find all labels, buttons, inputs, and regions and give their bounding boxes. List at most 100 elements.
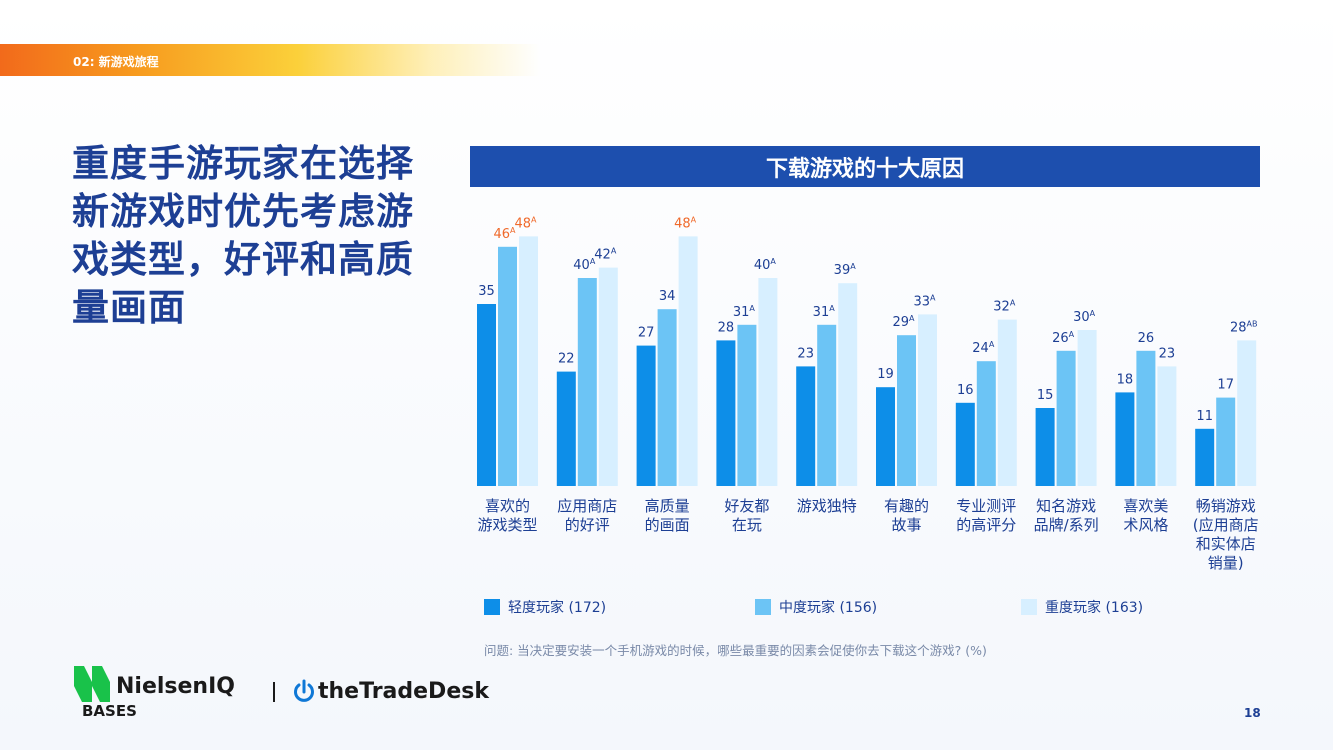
data-label-heavy-8: 23 bbox=[1159, 346, 1176, 361]
data-label-heavy-5: 33A bbox=[913, 293, 936, 309]
data-label-medium-7: 26A bbox=[1052, 330, 1075, 346]
legend-item-heavy: 重度玩家 (163) bbox=[1021, 597, 1143, 617]
bar-light-4 bbox=[796, 366, 816, 486]
data-label-light-2: 27 bbox=[638, 326, 655, 341]
data-label-light-8: 18 bbox=[1117, 372, 1134, 387]
data-label-heavy-1: 42A bbox=[594, 247, 617, 263]
bar-medium-5 bbox=[897, 335, 916, 486]
data-label-light-5: 19 bbox=[877, 367, 894, 382]
logo-divider bbox=[273, 682, 275, 702]
category-label-7-0: 知名游戏 bbox=[1036, 497, 1096, 515]
legend-item-medium: 中度玩家 (156) bbox=[755, 597, 877, 617]
nielseniq-mark-icon bbox=[74, 666, 110, 702]
legend-label-heavy: 重度玩家 (163) bbox=[1045, 600, 1144, 616]
data-label-medium-3: 31A bbox=[733, 304, 756, 320]
legend-item-light: 轻度玩家 (172) bbox=[484, 597, 606, 617]
category-label-4-0: 游戏独特 bbox=[797, 497, 857, 515]
category-label-8-1: 术风格 bbox=[1123, 516, 1168, 534]
category-label-1-0: 应用商店 bbox=[557, 497, 617, 515]
category-label-6-1: 的高评分 bbox=[956, 516, 1016, 534]
bar-light-7 bbox=[1035, 408, 1055, 486]
category-label-2-1: 的画面 bbox=[645, 516, 690, 534]
bar-heavy-6 bbox=[997, 319, 1017, 486]
data-label-medium-5: 29A bbox=[892, 314, 915, 330]
tradedesk-power-icon bbox=[294, 679, 314, 702]
data-label-light-7: 15 bbox=[1037, 388, 1054, 403]
bar-medium-7 bbox=[1056, 350, 1076, 486]
chart-title-bar: 下载游戏的十大原因 bbox=[470, 146, 1260, 187]
data-label-light-6: 16 bbox=[957, 383, 974, 398]
bar-heavy-4 bbox=[838, 283, 858, 486]
category-label-0-1: 游戏类型 bbox=[477, 516, 537, 534]
data-label-light-4: 23 bbox=[797, 346, 814, 361]
category-label-1-1: 的好评 bbox=[565, 516, 610, 534]
data-label-heavy-0: 48A bbox=[514, 215, 537, 231]
page-headline: 重度手游玩家在选择新游戏时优先考虑游戏类型，好评和高质量画面 bbox=[72, 142, 414, 329]
category-label-9-1: (应用商店 bbox=[1193, 516, 1259, 534]
bar-medium-8 bbox=[1136, 350, 1156, 486]
bar-light-2 bbox=[636, 345, 656, 486]
bar-light-3 bbox=[716, 340, 736, 486]
category-label-5-1: 故事 bbox=[891, 516, 921, 534]
bar-heavy-5 bbox=[918, 314, 937, 486]
bar-light-5 bbox=[876, 387, 895, 486]
bar-heavy-0 bbox=[519, 236, 538, 486]
legend-swatch-light bbox=[484, 599, 500, 615]
nielseniq-logo: NielsenIQ BASES bbox=[72, 664, 235, 724]
data-label-heavy-7: 30A bbox=[1073, 309, 1096, 325]
bar-medium-3 bbox=[737, 324, 757, 486]
data-label-light-3: 28 bbox=[718, 320, 735, 335]
section-label: 02: 新游戏旅程 bbox=[73, 55, 159, 69]
bar-light-6 bbox=[955, 402, 975, 486]
bar-heavy-8 bbox=[1157, 366, 1177, 486]
tradedesk-name: theTradeDesk bbox=[318, 678, 489, 704]
data-label-light-1: 22 bbox=[558, 352, 575, 367]
data-label-medium-6: 24A bbox=[972, 340, 995, 356]
bar-medium-4 bbox=[817, 324, 837, 486]
bar-light-1 bbox=[556, 371, 576, 486]
data-label-heavy-6: 32A bbox=[993, 299, 1016, 315]
bar-light-9 bbox=[1195, 428, 1215, 486]
bar-medium-9 bbox=[1216, 397, 1236, 486]
bar-medium-1 bbox=[577, 278, 597, 486]
data-label-heavy-4: 39A bbox=[834, 262, 857, 278]
bar-heavy-3 bbox=[758, 278, 778, 486]
nielseniq-bases: BASES bbox=[82, 702, 137, 720]
bar-light-0 bbox=[477, 304, 496, 486]
bar-heavy-9 bbox=[1237, 340, 1257, 486]
data-label-light-0: 35 bbox=[478, 284, 495, 299]
data-label-heavy-9: 28AB bbox=[1230, 319, 1258, 335]
page-number: 18 bbox=[1244, 706, 1261, 720]
bar-light-8 bbox=[1115, 392, 1135, 486]
bar-heavy-7 bbox=[1077, 330, 1097, 486]
legend-swatch-heavy bbox=[1021, 599, 1037, 615]
category-label-3-0: 好友都 bbox=[724, 497, 769, 515]
bar-medium-2 bbox=[657, 309, 677, 486]
bar-heavy-2 bbox=[678, 236, 698, 486]
data-label-heavy-3: 40A bbox=[754, 257, 777, 273]
section-banner bbox=[0, 44, 540, 76]
category-label-6-0: 专业测评 bbox=[956, 497, 1016, 515]
data-label-light-9: 11 bbox=[1196, 409, 1213, 424]
survey-question: 问题: 当决定要安装一个手机游戏的时候，哪些最重要的因素会促使你去下载这个游戏?… bbox=[484, 643, 987, 658]
legend-label-medium: 中度玩家 (156) bbox=[779, 600, 878, 616]
category-label-5-0: 有趣的 bbox=[884, 497, 929, 515]
category-label-2-0: 高质量 bbox=[645, 497, 690, 515]
category-label-9-2: 和实体店 bbox=[1196, 535, 1256, 553]
nielseniq-name: NielsenIQ bbox=[116, 674, 235, 699]
legend-swatch-medium bbox=[755, 599, 771, 615]
legend-label-light: 轻度玩家 (172) bbox=[508, 600, 607, 616]
bar-medium-6 bbox=[976, 361, 996, 486]
category-label-8-0: 喜欢美 bbox=[1123, 497, 1168, 515]
bar-medium-0 bbox=[498, 246, 517, 486]
data-label-medium-2: 34 bbox=[659, 289, 676, 304]
category-label-7-1: 品牌/系列 bbox=[1034, 516, 1099, 534]
tradedesk-logo: theTradeDesk bbox=[293, 678, 489, 704]
category-label-9-3: 销量) bbox=[1208, 554, 1244, 572]
category-label-0-0: 喜欢的 bbox=[485, 497, 530, 515]
category-label-3-1: 在玩 bbox=[732, 516, 762, 534]
data-label-medium-9: 17 bbox=[1217, 378, 1234, 393]
bar-heavy-1 bbox=[598, 267, 618, 486]
data-label-medium-0: 46A bbox=[493, 226, 516, 242]
